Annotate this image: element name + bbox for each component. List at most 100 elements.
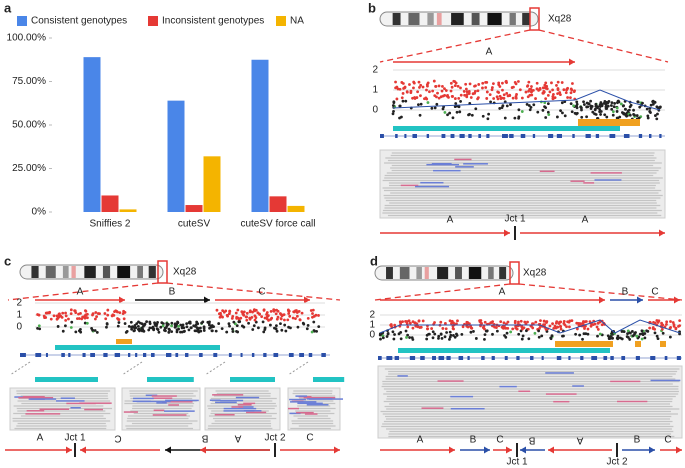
depth-dot (427, 332, 430, 336)
depth-dot (473, 91, 477, 95)
depth-dot (417, 80, 421, 84)
y-tick-label: 100.00% (7, 33, 47, 44)
depth-dot (224, 309, 228, 313)
chromosome-band (416, 267, 422, 279)
depth-dot (136, 327, 140, 331)
depth-dot (84, 309, 87, 313)
depth-dot (220, 327, 224, 331)
depth-dot (615, 106, 619, 110)
depth-dot (261, 320, 265, 324)
depth-dot (556, 92, 559, 96)
depth-dot (136, 324, 140, 328)
depth-dot (56, 325, 60, 328)
depth-dot (505, 331, 509, 335)
depth-dot (433, 321, 436, 324)
panel-label: d (370, 253, 378, 268)
depth-dot (626, 336, 630, 339)
depth-dot (94, 311, 98, 314)
read-clip (79, 402, 112, 404)
chromosome-band (399, 267, 410, 279)
depth-dot (145, 320, 149, 324)
depth-dot (596, 328, 600, 331)
depth-dot (478, 320, 482, 324)
depth-dot (231, 327, 234, 331)
depth-dot (503, 334, 506, 337)
depth-dot (85, 321, 89, 325)
depth-dot (215, 308, 219, 312)
depth-dot (61, 311, 65, 315)
depth-dot (116, 324, 120, 328)
depth-dot (477, 83, 481, 86)
depth-dot (616, 334, 620, 338)
depth-dot (515, 93, 518, 96)
depth-dot (635, 334, 639, 338)
depth-dot (583, 103, 586, 106)
depth-dot (381, 336, 385, 340)
depth-dot (441, 327, 445, 330)
depth-dot (230, 317, 234, 320)
cn-tick-label: 2 (372, 65, 378, 76)
depth-dot (525, 102, 529, 106)
segment-label: B (622, 287, 629, 298)
depth-dot (595, 325, 599, 329)
depth-dot (462, 90, 466, 93)
legend-label: Inconsistent genotypes (162, 16, 264, 27)
depth-dot (417, 319, 421, 323)
depth-dot (279, 317, 283, 321)
depth-dot (161, 324, 165, 328)
depth-dot (641, 101, 644, 105)
depth-dot (426, 101, 430, 104)
depth-dot (495, 329, 499, 333)
depth-dot (560, 81, 564, 84)
depth-dot (517, 116, 521, 120)
depth-dot (452, 334, 455, 337)
chromosome-band (488, 267, 494, 279)
depth-dot (525, 329, 528, 333)
read-clip (297, 402, 323, 405)
zoom-line (374, 283, 511, 301)
depth-dot (472, 330, 475, 333)
depth-dot (392, 337, 396, 341)
depth-dot (317, 325, 321, 328)
chromosome-band (102, 266, 111, 278)
depth-dot (618, 115, 622, 119)
depth-dot (240, 310, 244, 314)
depth-dot (262, 308, 266, 312)
panel-label: c (4, 253, 11, 268)
depth-dot (581, 321, 585, 325)
depth-dot (453, 97, 457, 100)
depth-dot (309, 309, 313, 312)
read-clip (223, 410, 255, 412)
arrow-head (548, 446, 554, 454)
read-clip (553, 400, 570, 403)
chromosome-band (499, 267, 507, 279)
depth-dot (669, 320, 672, 323)
depth-dot (235, 324, 239, 328)
depth-dot (196, 322, 200, 326)
depth-dot (502, 93, 506, 97)
depth-dot (425, 83, 429, 86)
depth-dot (456, 84, 460, 88)
chromosome-band (509, 13, 516, 25)
depth-dot (598, 332, 602, 336)
depth-dot (179, 330, 182, 334)
chromosome-band (117, 266, 131, 278)
depth-dot (649, 111, 652, 114)
depth-dot (278, 312, 282, 315)
depth-dot (148, 320, 152, 324)
depth-dot (154, 323, 157, 327)
depth-dot (130, 327, 134, 331)
sv-track (555, 341, 613, 347)
depth-dot (444, 327, 448, 331)
depth-dot (252, 324, 256, 328)
depth-dot (635, 114, 639, 117)
depth-dot (582, 332, 586, 336)
depth-dot (64, 324, 67, 328)
depth-dot (455, 110, 459, 114)
depth-dot (559, 325, 563, 329)
depth-dot (79, 311, 82, 315)
depth-dot (590, 104, 594, 108)
arrow-head (484, 446, 490, 454)
depth-dot (501, 88, 504, 92)
depth-dot (569, 102, 573, 106)
